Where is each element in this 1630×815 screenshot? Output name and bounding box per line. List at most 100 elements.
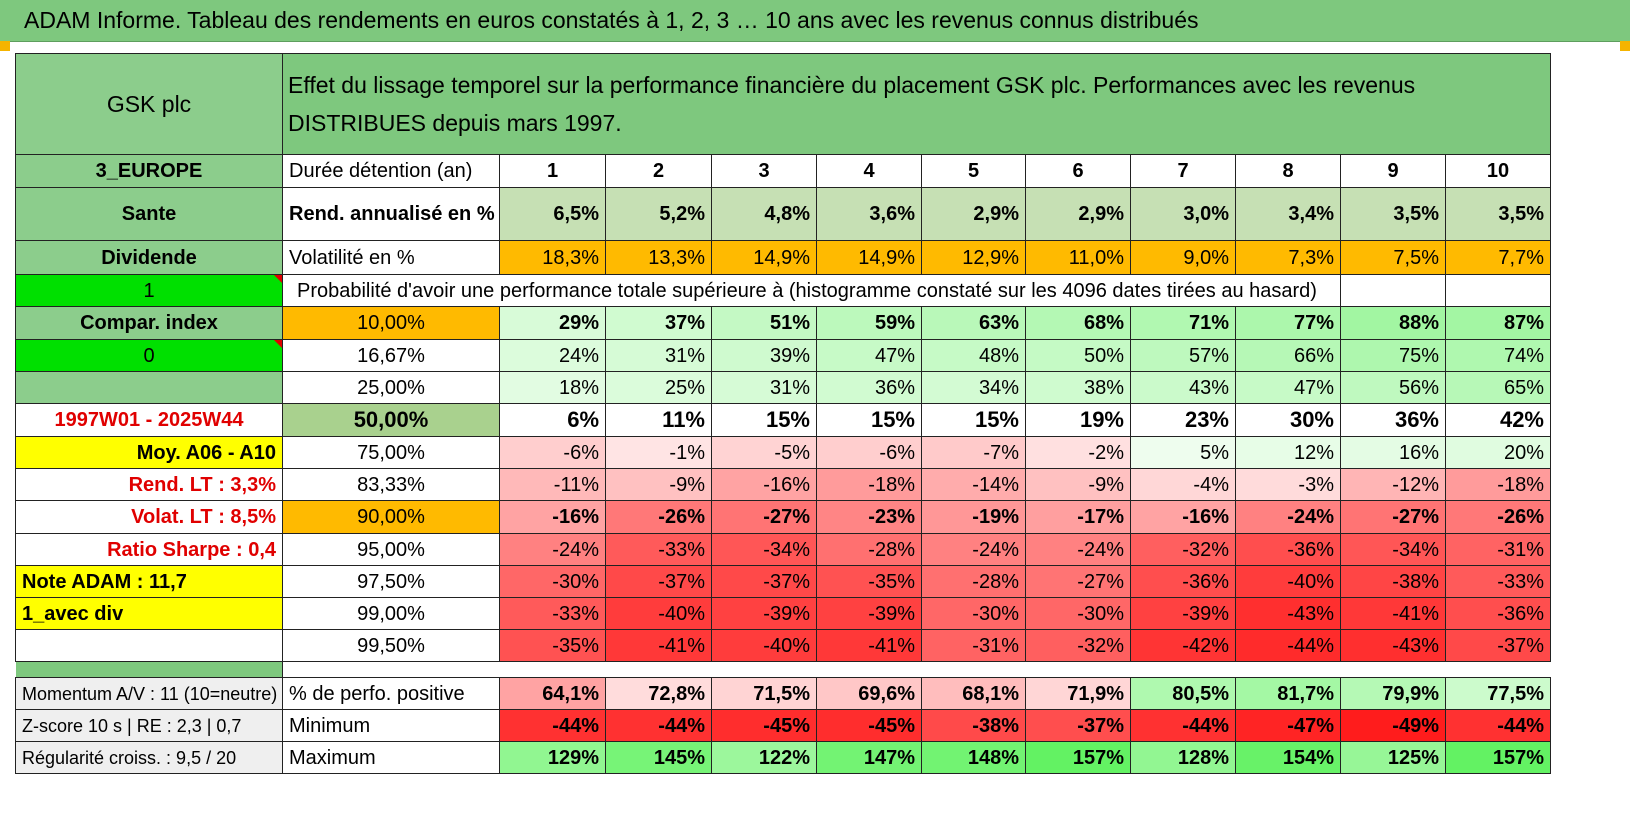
quantile-value: -24% — [922, 534, 1026, 566]
year-header: 10 — [1446, 155, 1551, 188]
quantile-value: -3% — [1236, 469, 1341, 501]
report-title: ADAM Informe. Tableau des rendements en … — [24, 7, 1199, 33]
quantile-value: -33% — [606, 534, 712, 566]
bottom-value: 81,7% — [1236, 678, 1341, 710]
years-label: Durée détention (an) — [283, 155, 500, 188]
quantile-value: -16% — [500, 501, 606, 534]
quantile-value: -16% — [1131, 501, 1236, 534]
quantile-value: -27% — [1026, 566, 1131, 598]
quantile-label: 75,00% — [283, 437, 500, 469]
quantile-value: 66% — [1236, 340, 1341, 372]
bottom-label: Maximum — [283, 742, 500, 774]
year-header: 9 — [1341, 155, 1446, 188]
left-panel-item: Rend. LT : 3,3% — [16, 469, 283, 501]
quantile-value: -41% — [817, 630, 922, 662]
left-panel-item: Sante — [16, 188, 283, 241]
quantile-value: -12% — [1341, 469, 1446, 501]
bottom-value: -45% — [817, 710, 922, 742]
title-bar: ADAM Informe. Tableau des rendements en … — [0, 0, 1630, 42]
bottom-value: 122% — [712, 742, 817, 774]
year-header: 1 — [500, 155, 606, 188]
quantile-value: -43% — [1341, 630, 1446, 662]
quantile-value: -6% — [500, 437, 606, 469]
rend-value: 5,2% — [606, 188, 712, 241]
probability-title: Probabilité d'avoir une performance tota… — [283, 275, 1341, 307]
quantile-value: -26% — [606, 501, 712, 534]
bottom-value: 145% — [606, 742, 712, 774]
quantile-value: -31% — [1446, 534, 1551, 566]
quantile-value: 47% — [1236, 372, 1341, 404]
corner-marker-left — [0, 41, 10, 51]
vol-value: 7,5% — [1341, 241, 1446, 275]
rend-value: 4,8% — [712, 188, 817, 241]
quantile-value: 65% — [1446, 372, 1551, 404]
quantile-value: 12% — [1236, 437, 1341, 469]
quantile-value: -1% — [606, 437, 712, 469]
quantile-value: -44% — [1236, 630, 1341, 662]
table-cell — [1446, 275, 1551, 307]
quantile-value: -40% — [1236, 566, 1341, 598]
bottom-value: 148% — [922, 742, 1026, 774]
quantile-value: 15% — [922, 404, 1026, 437]
bottom-value: 71,9% — [1026, 678, 1131, 710]
bottom-value: -44% — [500, 710, 606, 742]
rend-value: 3,5% — [1341, 188, 1446, 241]
quantile-value: 56% — [1341, 372, 1446, 404]
left-panel-item: Ratio Sharpe : 0,4 — [16, 534, 283, 566]
quantile-value: 63% — [922, 307, 1026, 340]
quantile-value: 24% — [500, 340, 606, 372]
quantile-value: 75% — [1341, 340, 1446, 372]
quantile-value: 34% — [922, 372, 1026, 404]
corner-marker-right — [1620, 41, 1630, 51]
rend-value: 3,6% — [817, 188, 922, 241]
rend-value: 3,4% — [1236, 188, 1341, 241]
quantile-value: -31% — [922, 630, 1026, 662]
quantile-value: 57% — [1131, 340, 1236, 372]
left-panel-item: Dividende — [16, 241, 283, 275]
quantile-value: -36% — [1131, 566, 1236, 598]
quantile-value: 25% — [606, 372, 712, 404]
rend-value: 3,5% — [1446, 188, 1551, 241]
spacer — [283, 662, 1551, 678]
quantile-value: 5% — [1131, 437, 1236, 469]
quantile-value: 15% — [817, 404, 922, 437]
quantile-label: 25,00% — [283, 372, 500, 404]
left-panel-item: Note ADAM : 11,7 — [16, 566, 283, 598]
bottom-value: -38% — [922, 710, 1026, 742]
year-header: 5 — [922, 155, 1026, 188]
bottom-value: 68,1% — [922, 678, 1026, 710]
vol-value: 18,3% — [500, 241, 606, 275]
quantile-label: 10,00% — [283, 307, 500, 340]
quantile-value: -30% — [1026, 598, 1131, 630]
quantile-value: 87% — [1446, 307, 1551, 340]
bottom-value: 79,9% — [1341, 678, 1446, 710]
left-panel-item — [16, 630, 283, 662]
bottom-value: 64,1% — [500, 678, 606, 710]
quantile-value: -34% — [712, 534, 817, 566]
quantile-value: 36% — [817, 372, 922, 404]
table-cell — [1341, 275, 1446, 307]
quantile-value: -18% — [817, 469, 922, 501]
quantile-value: 42% — [1446, 404, 1551, 437]
quantile-value: -23% — [817, 501, 922, 534]
rend-value: 6,5% — [500, 188, 606, 241]
quantile-value: 68% — [1026, 307, 1131, 340]
quantile-value: -16% — [712, 469, 817, 501]
bottom-left-item: Régularité croiss. : 9,5 / 20 — [16, 742, 283, 774]
quantile-value: -35% — [817, 566, 922, 598]
bottom-value: 72,8% — [606, 678, 712, 710]
bottom-value: 69,6% — [817, 678, 922, 710]
quantile-label: 99,00% — [283, 598, 500, 630]
year-header: 6 — [1026, 155, 1131, 188]
quantile-value: -18% — [1446, 469, 1551, 501]
quantile-value: -35% — [500, 630, 606, 662]
quantile-label: 90,00% — [283, 501, 500, 534]
quantile-value: 6% — [500, 404, 606, 437]
quantile-value: -6% — [817, 437, 922, 469]
left-panel-item: 1 — [16, 275, 283, 307]
quantile-value: 48% — [922, 340, 1026, 372]
bottom-left-item: Z-score 10 s | RE : 2,3 | 0,7 — [16, 710, 283, 742]
quantile-value: -28% — [817, 534, 922, 566]
quantile-value: -24% — [500, 534, 606, 566]
left-panel-item: Moy. A06 - A10 — [16, 437, 283, 469]
